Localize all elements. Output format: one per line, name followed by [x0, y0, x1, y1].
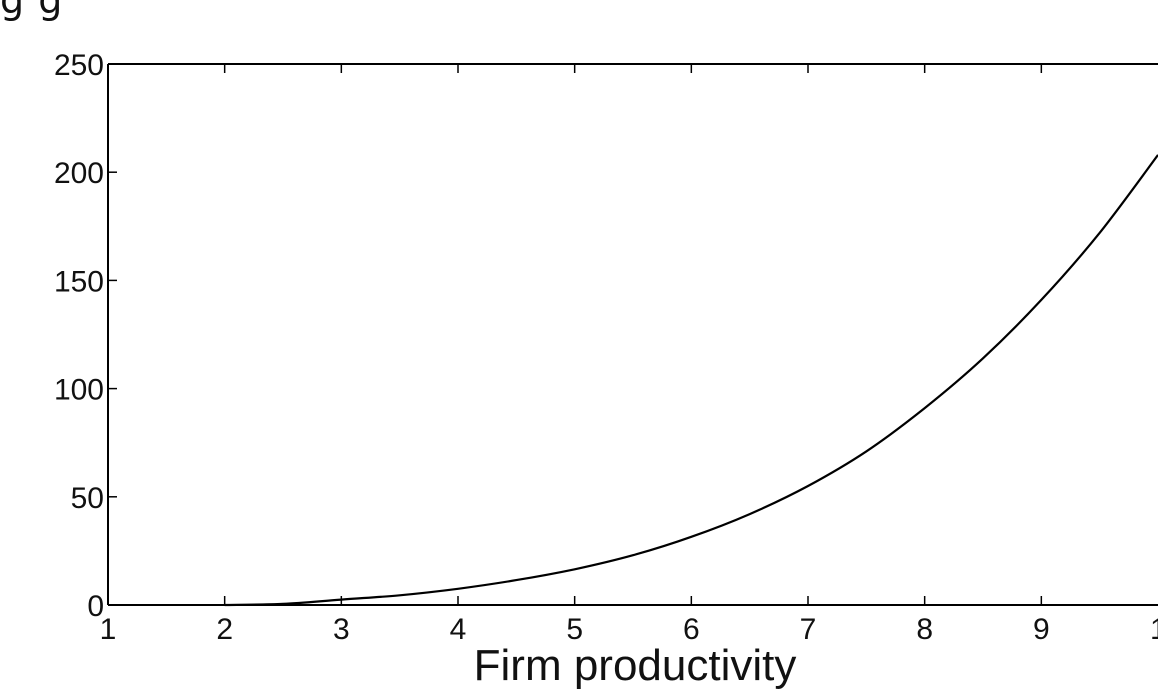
series-line: [224, 154, 1158, 607]
x-tick-label: 3: [333, 613, 350, 646]
y-tick-label: 100: [54, 374, 104, 407]
y-tick-label: 50: [71, 482, 104, 515]
x-tick-label: 2: [216, 613, 233, 646]
x-tick-label: 8: [916, 613, 933, 646]
y-tick-label: 0: [87, 590, 104, 623]
y-axis: 0 50 100 150 200 250: [54, 49, 117, 623]
x-tick-label: 1: [100, 613, 117, 646]
y-tick-label: 200: [54, 157, 104, 190]
plot-frame: [107, 63, 1158, 606]
x-tick-label: 6: [683, 613, 700, 646]
x-axis-label: Firm productivity: [474, 641, 797, 690]
x-tick-label: 7: [800, 613, 817, 646]
series-layer: [224, 154, 1158, 607]
x-tick-label: 5: [566, 613, 583, 646]
x-tick-label: 9: [1033, 613, 1050, 646]
cropped-caption-text: g g: [0, 0, 64, 22]
x-tick-label: 4: [450, 613, 467, 646]
x-tick-label: 1: [1150, 613, 1158, 646]
y-tick-label: 250: [54, 49, 104, 82]
x-axis: 1 2 3 4 5 6 7 8 9 1: [100, 64, 1158, 646]
y-tick-label: 150: [54, 265, 104, 298]
